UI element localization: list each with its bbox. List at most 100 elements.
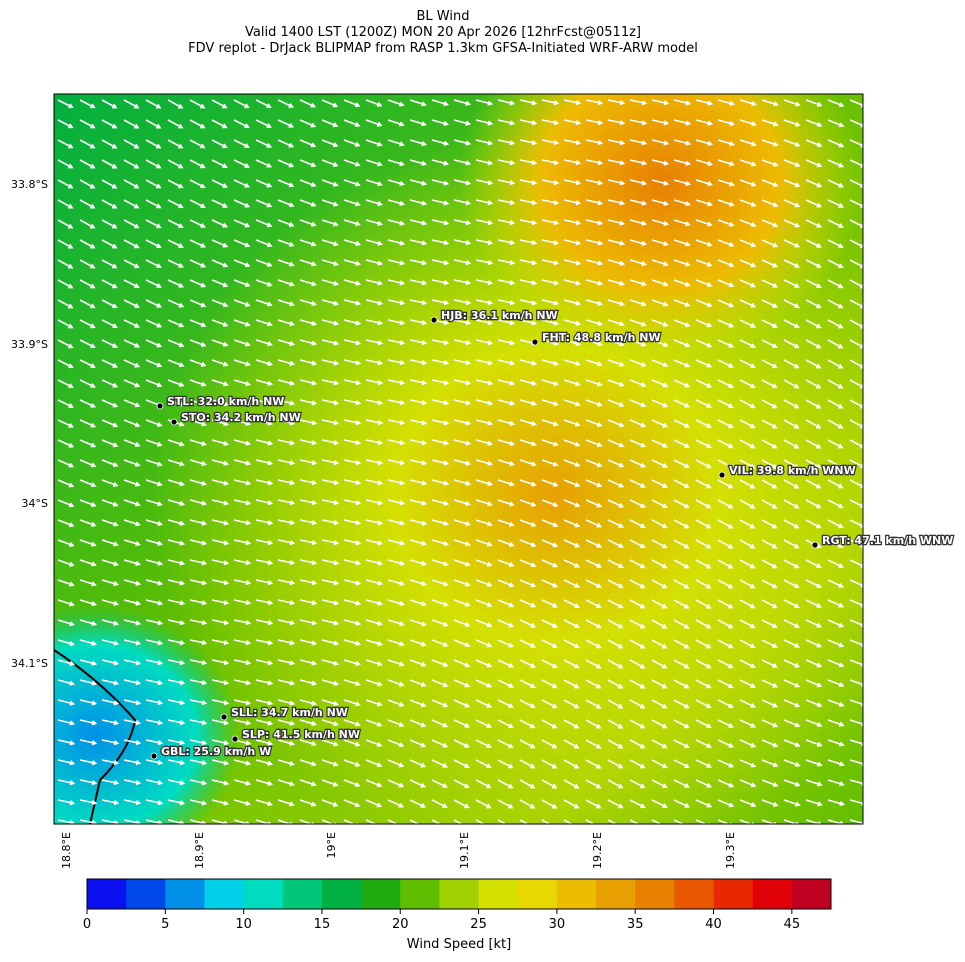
wind-arrow: [365, 559, 384, 566]
wind-arrow: [563, 619, 580, 629]
wind-arrow: [189, 659, 208, 666]
wind-arrow: [57, 739, 76, 746]
wind-arrow: [607, 479, 625, 488]
wind-arrow: [827, 179, 845, 188]
wind-arrow: [167, 219, 184, 229]
wind-arrow: [761, 659, 778, 668]
wind-arrow: [79, 459, 97, 468]
wind-arrow: [761, 619, 778, 629]
wind-arrow: [321, 539, 340, 546]
colorbar-tick-label: 20: [392, 917, 409, 932]
wind-arrow: [783, 619, 800, 628]
wind-arrow: [255, 419, 274, 426]
wind-arrow: [453, 159, 472, 166]
wind-arrow: [189, 99, 206, 109]
wind-arrow: [255, 179, 273, 188]
wind-arrow: [475, 239, 494, 246]
wind-arrow: [57, 259, 74, 269]
wind-arrow: [717, 559, 734, 569]
wind-arrow: [233, 619, 252, 626]
wind-arrow: [233, 159, 250, 168]
wind-arrow: [167, 699, 186, 706]
wind-arrow: [541, 99, 560, 106]
wind-arrow: [673, 519, 690, 529]
wind-arrow: [321, 119, 339, 128]
wind-arrow: [541, 619, 558, 628]
wind-arrow: [783, 319, 800, 329]
wind-arrow: [475, 639, 493, 648]
wind-arrow: [255, 699, 274, 706]
wind-arrow: [805, 379, 822, 389]
station-label: GBL: 25.9 km/h W: [161, 745, 271, 758]
wind-arrow: [299, 619, 318, 626]
wind-arrow: [255, 479, 274, 486]
wind-arrow: [849, 99, 863, 108]
wind-arrow: [585, 159, 604, 166]
colorbar-tick-label: 45: [784, 917, 801, 932]
wind-arrow: [343, 439, 362, 446]
wind-arrow: [541, 359, 560, 366]
wind-arrow: [365, 419, 384, 426]
wind-arrow: [123, 739, 142, 746]
wind-arrow: [453, 419, 472, 426]
wind-arrow: [585, 539, 603, 548]
wind-arrow: [431, 779, 448, 788]
wind-arrow: [739, 199, 757, 207]
wind-arrow: [739, 419, 756, 429]
wind-arrow: [101, 339, 118, 348]
wind-arrow: [101, 379, 119, 388]
wind-arrow: [167, 459, 185, 467]
wind-arrow: [387, 279, 406, 286]
wind-arrow: [79, 439, 97, 448]
title-line: FDV replot - DrJack BLIPMAP from RASP 1.…: [188, 41, 698, 56]
wind-arrow: [255, 639, 274, 646]
wind-arrow: [123, 559, 142, 566]
wind-arrow: [101, 319, 118, 329]
wind-arrow: [497, 459, 515, 467]
wind-arrow: [519, 359, 538, 366]
wind-arrow: [673, 439, 690, 448]
wind-arrow: [783, 339, 800, 349]
wind-arrow: [321, 379, 340, 386]
wind-arrow: [717, 179, 735, 187]
wind-arrow: [541, 479, 559, 487]
station-marker: [531, 338, 539, 346]
wind-arrow: [739, 239, 757, 248]
wind-arrow: [57, 659, 76, 666]
wind-arrow: [431, 399, 450, 406]
wind-arrow: [189, 559, 208, 566]
wind-arrow: [101, 119, 118, 129]
wind-arrow: [431, 619, 449, 627]
wind-arrow: [585, 599, 602, 609]
wind-arrow: [57, 519, 75, 528]
wind-arrow: [695, 559, 712, 569]
wind-arrow: [739, 659, 756, 669]
wind-arrow: [607, 359, 625, 367]
wind-arrow: [101, 239, 118, 249]
wind-arrow: [585, 339, 603, 347]
wind-arrow: [255, 539, 274, 546]
wind-arrow: [761, 459, 778, 469]
wind-arrow: [497, 219, 516, 226]
wind-arrow: [101, 759, 120, 766]
wind-arrow: [629, 719, 646, 729]
wind-arrow: [57, 159, 74, 169]
wind-arrow: [255, 519, 274, 526]
wind-arrow: [497, 179, 516, 186]
wind-arrow: [255, 439, 274, 446]
wind-arrow: [277, 559, 296, 566]
wind-arrow: [343, 819, 359, 824]
wind-arrow: [277, 739, 296, 746]
wind-arrow: [761, 539, 778, 549]
wind-arrow: [277, 199, 295, 208]
wind-arrow: [607, 319, 625, 327]
wind-arrow: [673, 179, 692, 186]
wind-arrow: [57, 299, 74, 309]
wind-arrow: [365, 119, 383, 127]
wind-arrow: [519, 139, 538, 146]
wind-arrow: [409, 339, 428, 346]
wind-arrow: [497, 419, 516, 426]
wind-arrow: [695, 319, 713, 328]
wind-arrow: [607, 519, 624, 528]
